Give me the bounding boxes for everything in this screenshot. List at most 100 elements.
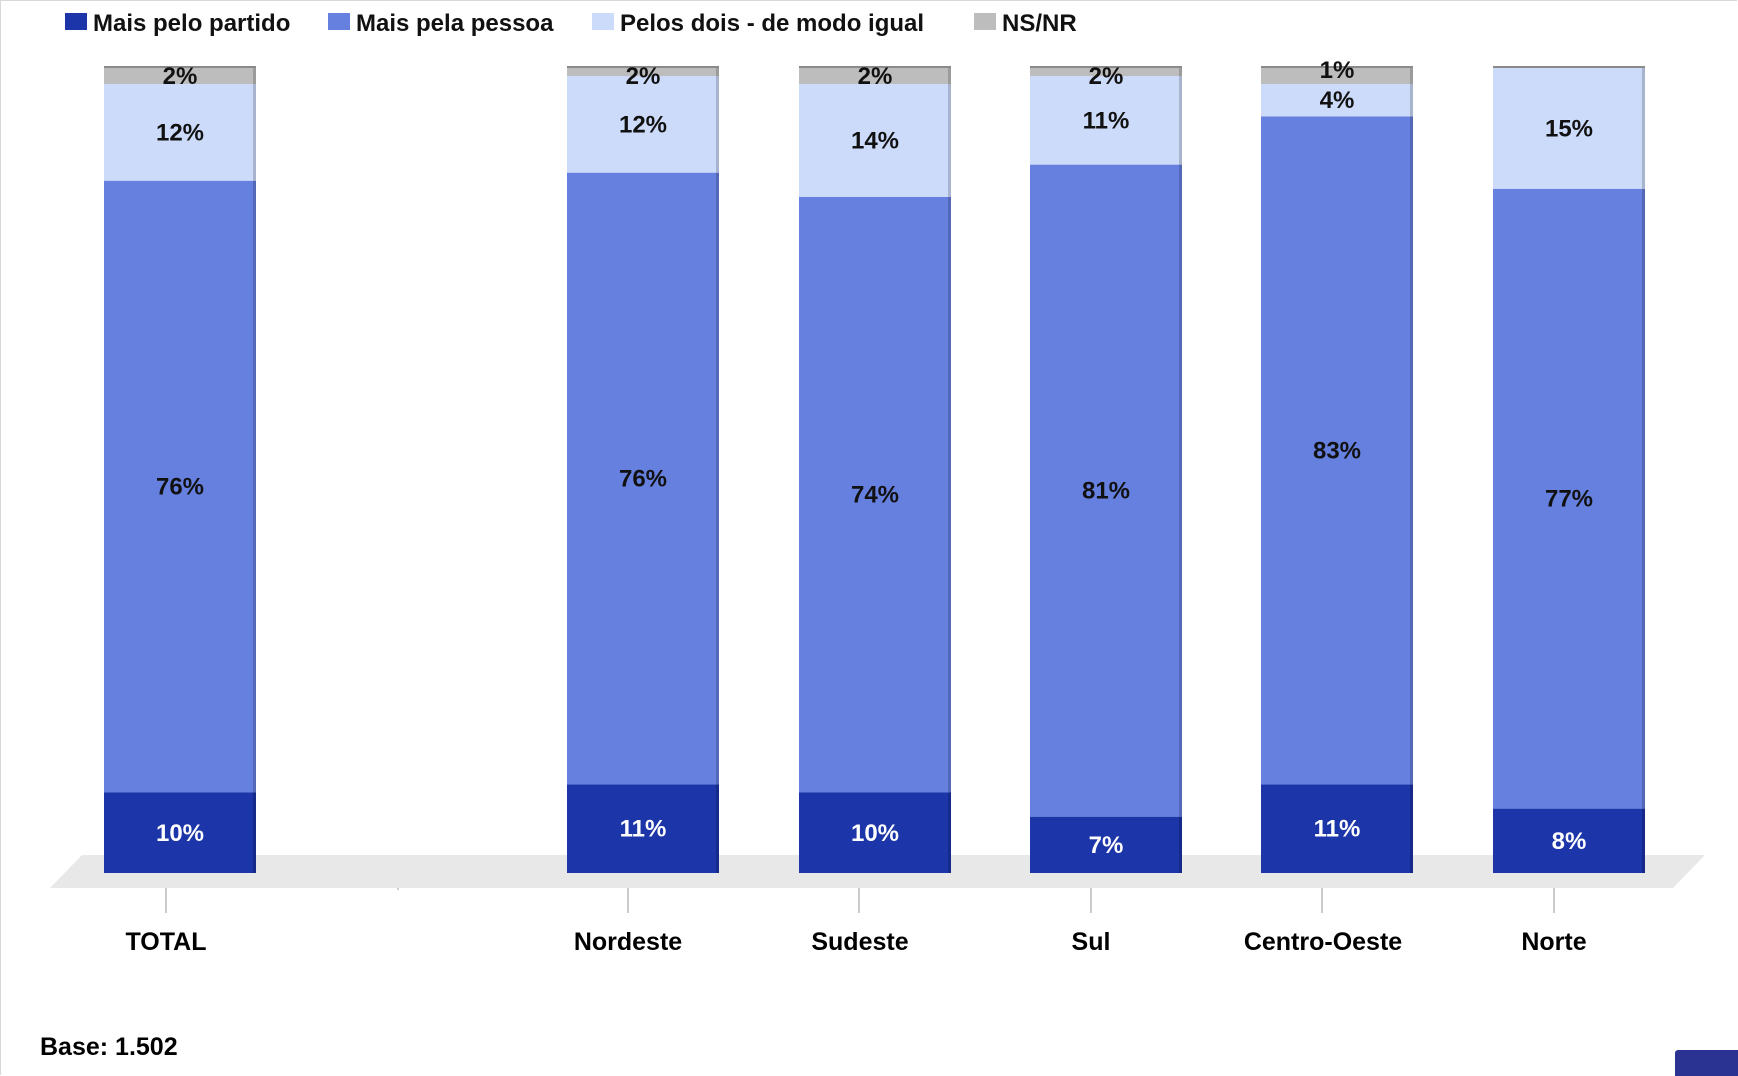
data-label: 15% — [1545, 115, 1593, 142]
category-label: Centro-Oeste — [1244, 928, 1402, 956]
bar-stack: 10% 76% 12% 2% — [104, 63, 256, 873]
chart-legend: Mais pelo partido Mais pela pessoa Pelos d… — [65, 10, 1077, 37]
bar-edge — [253, 180, 256, 793]
bar-edge — [1410, 68, 1413, 85]
bar-edge — [253, 84, 256, 181]
bar-edge — [716, 172, 719, 785]
data-label: 76% — [156, 474, 204, 501]
bar-segment — [1261, 784, 1413, 873]
data-label: 11% — [620, 816, 667, 843]
legend-swatch — [65, 13, 87, 30]
legend-swatch — [592, 13, 614, 30]
bar-segment — [1030, 164, 1182, 817]
bar-edge — [716, 68, 719, 77]
bar-edge — [1179, 68, 1182, 77]
legend-label: Mais pelo partido — [93, 10, 290, 37]
bar-edge — [948, 196, 951, 793]
legend-swatch — [974, 13, 996, 30]
bar-segment — [799, 792, 951, 873]
data-label: 11% — [1314, 816, 1361, 843]
bar-stack: 10% 74% 14% 2% — [799, 63, 951, 873]
category-label: Nordeste — [574, 928, 682, 956]
legend-label: Mais pela pessoa — [356, 10, 554, 37]
category-label: Sul — [1072, 928, 1111, 956]
data-label: 2% — [1089, 63, 1124, 90]
bar-edge — [253, 68, 256, 85]
bar-stack: 11% 83% 4% 1% — [1261, 57, 1413, 873]
bar-segment — [567, 68, 719, 77]
bar-edge — [1410, 116, 1413, 785]
bar-cap — [1493, 66, 1645, 68]
data-label: 10% — [851, 820, 899, 847]
bar-edge — [253, 792, 256, 873]
bar-segment — [104, 68, 256, 85]
bar-segment — [1030, 816, 1182, 873]
bar-edge — [1642, 68, 1645, 189]
data-label: 4% — [1320, 87, 1355, 114]
category-label: TOTAL — [125, 928, 206, 956]
legend-label: Pelos dois - de modo igual — [620, 10, 924, 37]
bar-edge — [948, 792, 951, 873]
legend-swatch — [328, 13, 350, 30]
bar-cap — [799, 66, 951, 68]
bar-segment — [1261, 84, 1413, 117]
legend-label: NS/NR — [1002, 10, 1077, 37]
category-label: Norte — [1521, 928, 1586, 956]
data-label: 8% — [1552, 828, 1587, 855]
bar-segment — [1493, 68, 1645, 189]
bar-stack: 7% 81% 11% 2% — [1030, 63, 1182, 873]
category-label: Sudeste — [811, 928, 908, 956]
data-label: 12% — [156, 119, 204, 146]
bar-edge — [716, 76, 719, 173]
data-label: 2% — [858, 63, 893, 90]
data-label: 12% — [619, 111, 667, 138]
data-label: 7% — [1089, 832, 1124, 859]
x-axis-ticks — [165, 888, 1555, 913]
bar-segment — [567, 76, 719, 173]
data-label: 74% — [851, 482, 899, 509]
bar-edge — [1179, 76, 1182, 165]
bar-segment — [1030, 76, 1182, 165]
bar-edge — [1410, 784, 1413, 873]
data-label: 83% — [1313, 437, 1361, 464]
bar-cap — [1030, 66, 1182, 68]
data-label: 2% — [626, 63, 661, 90]
data-label: 81% — [1082, 478, 1130, 505]
corner-nav-button[interactable] — [1675, 1050, 1738, 1076]
bar-edge — [948, 84, 951, 197]
data-label: 1% — [1320, 57, 1355, 84]
bar-segment — [1493, 188, 1645, 809]
bar-segment — [1261, 116, 1413, 785]
bar-edge — [716, 784, 719, 873]
base-note: Base: 1.502 — [40, 1033, 178, 1061]
bar-stack: 11% 76% 12% 2% — [567, 63, 719, 873]
bar-segment — [567, 172, 719, 785]
bar-edge — [1179, 816, 1182, 873]
bar-edge — [1642, 188, 1645, 809]
bar-edge — [1642, 808, 1645, 873]
data-label: 10% — [156, 820, 204, 847]
bar-segment — [567, 784, 719, 873]
bar-edge — [1179, 164, 1182, 817]
data-label: 2% — [163, 63, 198, 90]
bar-segment — [799, 68, 951, 85]
bar-segment — [799, 196, 951, 793]
data-label: 76% — [619, 466, 667, 493]
bar-segment — [1493, 808, 1645, 873]
bar-segment — [104, 792, 256, 873]
bar-edge — [1410, 84, 1413, 117]
bar-segment — [1030, 68, 1182, 77]
bar-segment — [799, 84, 951, 197]
bar-cap — [1261, 66, 1413, 68]
x-axis-labels: TOTAL Nordeste Sudeste Sul Centro-Oeste Norte — [125, 928, 1586, 956]
bar-segment — [104, 84, 256, 181]
bar-cap — [104, 66, 256, 68]
bar-segment — [104, 180, 256, 793]
bar-cap — [567, 66, 719, 68]
data-label: 11% — [1083, 107, 1130, 134]
data-label: 77% — [1545, 486, 1593, 513]
bar-segment — [1261, 68, 1413, 85]
bar-stacks: 10% 76% 12% 2% 11% 76% 12% 2% 10% 74% 14% 2% 7% 81% 11… — [104, 57, 1645, 873]
